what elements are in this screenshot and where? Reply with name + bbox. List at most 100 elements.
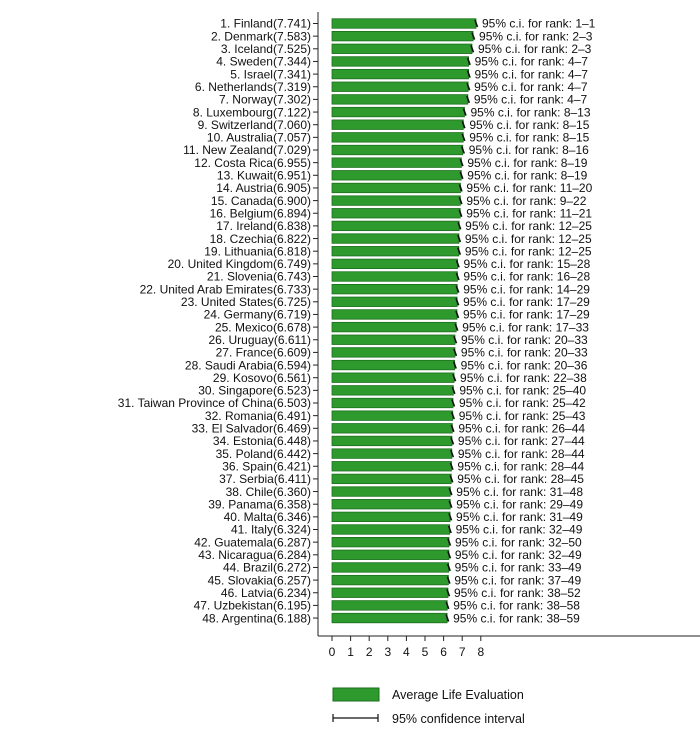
country-name: 14. Austria [216, 181, 273, 195]
row-el-salvador: 33. El Salvador(6.469) 95% c.i. for rank:… [192, 422, 586, 436]
country-name: 47. Uzbekistan [194, 599, 273, 613]
ci-whisker [446, 576, 451, 584]
row-label: 42. Guatemala(6.287) [194, 535, 311, 549]
ci-whisker [445, 614, 450, 622]
row-guatemala: 42. Guatemala(6.287) 95% c.i. for rank: 3… [194, 535, 582, 549]
score-value: (6.469) [273, 422, 311, 436]
row-label: 35. Poland(6.442) [216, 447, 311, 461]
score-value: (6.358) [273, 497, 311, 511]
row-romania: 32. Romania(6.491) 95% c.i. for rank: 25–… [205, 409, 586, 423]
row-kuwait: 13. Kuwait(6.951) 95% c.i. for rank: 8–19 [217, 169, 588, 183]
ci-label: 95% c.i. for rank: 2–3 [478, 42, 592, 56]
ci-label: 95% c.i. for rank: 29–49 [456, 497, 583, 511]
row-label: 28. Saudi Arabia(6.594) [185, 358, 311, 372]
row-belgium: 16. Belgium(6.894) 95% c.i. for rank: 11–… [210, 206, 593, 220]
ci-label: 95% c.i. for rank: 20–36 [461, 358, 588, 372]
score-value: (6.561) [273, 371, 311, 385]
bar [331, 182, 461, 194]
bar [331, 410, 454, 421]
row-austria: 14. Austria(6.905) 95% c.i. for rank: 11–… [216, 181, 592, 195]
ci-label: 95% c.i. for rank: 8–15 [469, 118, 589, 132]
country-name: 11. New Zealand [183, 143, 273, 157]
ci-label: 95% c.i. for rank: 33–49 [455, 561, 582, 575]
ci-whisker [453, 348, 458, 357]
ci-label: 95% c.i. for rank: 15–28 [464, 257, 591, 271]
ci-label: 95% c.i. for rank: 32–49 [456, 523, 583, 537]
score-value: (6.609) [273, 346, 311, 360]
row-label: 6. Netherlands(7.319) [195, 80, 311, 94]
country-name: 23. United States [181, 295, 273, 309]
ci-label: 95% c.i. for rank: 4–7 [475, 67, 589, 81]
ci-whisker [461, 133, 466, 142]
row-brazil: 44. Brazil(6.272) 95% c.i. for rank: 33–4… [223, 561, 582, 575]
row-finland: 1. Finland(7.741) 95% c.i. for rank: 1–1 [220, 17, 595, 31]
bar [331, 423, 453, 434]
ci-whisker [452, 361, 457, 369]
row-label: 4. Sweden(7.344) [216, 55, 311, 69]
score-value: (6.346) [273, 510, 311, 524]
ci-whisker [458, 209, 463, 218]
row-label: 48. Argentina(6.188) [202, 611, 311, 625]
country-name: 28. Saudi Arabia [185, 358, 273, 372]
row-poland: 35. Poland(6.442) 95% c.i. for rank: 28–4… [216, 447, 585, 461]
row-czechia: 18. Czechia(6.822) 95% c.i. for rank: 12–… [210, 232, 592, 246]
country-name: 45. Slovakia [208, 573, 274, 587]
row-nicaragua: 43. Nicaragua(6.284) 95% c.i. for rank: 3… [198, 548, 582, 562]
score-value: (6.678) [273, 320, 311, 334]
row-label: 45. Slovakia(6.257) [208, 573, 311, 587]
row-label: 43. Nicaragua(6.284) [198, 548, 311, 562]
ci-label: 95% c.i. for rank: 38–59 [453, 611, 580, 625]
row-uruguay: 26. Uruguay(6.611) 95% c.i. for rank: 20–… [208, 333, 588, 347]
ci-label: 95% c.i. for rank: 12–25 [465, 219, 592, 233]
ci-whisker [460, 146, 465, 154]
row-label: 47. Uzbekistan(6.195) [194, 599, 311, 613]
bar [331, 435, 453, 447]
bar [331, 372, 455, 383]
row-united-arab-emirates: 22. United Arab Emirates(6.733) 95% c.i. … [140, 282, 591, 296]
x-tick-label: 0 [329, 645, 336, 659]
row-label: 32. Romania(6.491) [205, 409, 311, 423]
row-label: 14. Austria(6.905) [216, 181, 311, 195]
bar [331, 43, 473, 54]
ci-whisker [450, 437, 455, 445]
ci-label: 95% c.i. for rank: 27–44 [458, 434, 585, 448]
legend-label-average-life-evaluation: Average Life Evaluation [392, 688, 524, 702]
bar [331, 385, 454, 396]
ci-label: 95% c.i. for rank: 9–22 [466, 194, 586, 208]
score-value: (6.272) [273, 561, 311, 575]
ci-whisker [457, 247, 462, 255]
ci-label: 95% c.i. for rank: 38–58 [453, 599, 580, 613]
ci-label: 95% c.i. for rank: 31–48 [456, 485, 583, 499]
country-name: 19. Lithuania [204, 244, 273, 258]
row-saudi-arabia: 28. Saudi Arabia(6.594) 95% c.i. for rank… [185, 358, 588, 372]
ci-whisker [458, 184, 463, 192]
row-slovakia: 45. Slovakia(6.257) 95% c.i. for rank: 37… [208, 573, 582, 587]
row-label: 17. Ireland(6.838) [216, 219, 311, 233]
row-label: 26. Uruguay(6.611) [208, 333, 311, 347]
ci-label: 95% c.i. for rank: 14–29 [463, 282, 590, 296]
country-name: 32. Romania [205, 409, 273, 423]
row-france: 27. France(6.609) 95% c.i. for rank: 20–3… [216, 346, 588, 360]
x-tick-label: 2 [366, 645, 373, 659]
bar [331, 283, 458, 295]
score-value: (7.302) [273, 93, 311, 107]
bar [331, 208, 461, 219]
score-value: (7.741) [273, 17, 311, 31]
score-value: (6.951) [273, 169, 311, 183]
row-sweden: 4. Sweden(7.344) 95% c.i. for rank: 4–7 [216, 55, 588, 69]
row-label: 34. Estonia(6.448) [213, 434, 311, 448]
ci-label: 95% c.i. for rank: 2–3 [479, 29, 593, 43]
country-name: 25. Mexico [215, 320, 273, 334]
country-name: 30. Singapore [198, 384, 273, 398]
score-value: (6.421) [273, 459, 311, 473]
row-iceland: 3. Iceland(7.525) 95% c.i. for rank: 2–3 [221, 42, 592, 56]
legend-swatch-average-life-evaluation [332, 687, 380, 702]
country-name: 1. Finland [220, 17, 273, 31]
score-value: (6.360) [273, 485, 311, 499]
ci-label: 95% c.i. for rank: 17–29 [463, 308, 590, 322]
bar [331, 600, 448, 611]
ci-label: 95% c.i. for rank: 28–45 [457, 472, 584, 486]
row-norway: 7. Norway(7.302) 95% c.i. for rank: 4–7 [219, 93, 588, 107]
country-name: 17. Ireland [216, 219, 273, 233]
